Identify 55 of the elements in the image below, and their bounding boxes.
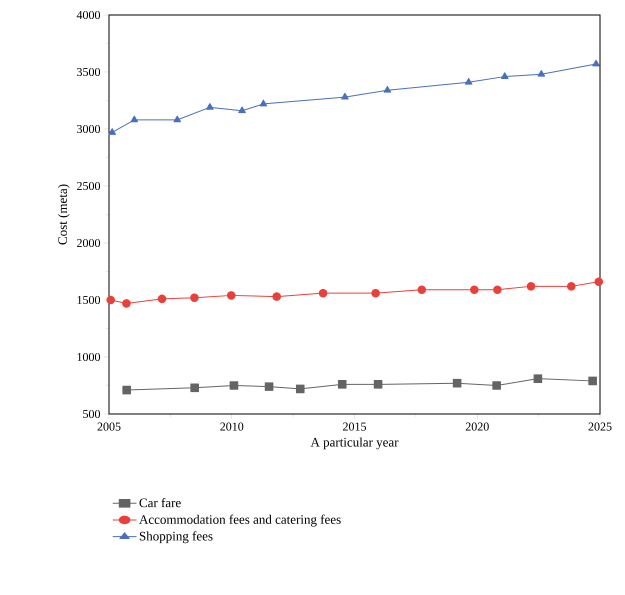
point (470, 285, 479, 294)
y-tick-label: 3500 (77, 68, 100, 76)
legend-label: Car fare (140, 498, 181, 508)
point (464, 78, 472, 85)
point (190, 383, 199, 392)
x-tick-label: 2025 (588, 422, 612, 431)
x-tick-label: 2015 (343, 422, 366, 431)
point (592, 60, 600, 66)
point (238, 106, 246, 114)
point (341, 92, 349, 100)
point (190, 293, 199, 302)
point (206, 103, 214, 110)
point (158, 294, 166, 304)
y-tick-label: 1500 (78, 296, 100, 304)
y-tick-label: 2500 (77, 182, 100, 190)
point (122, 386, 131, 394)
point (264, 382, 274, 391)
point (318, 288, 328, 298)
point (452, 378, 462, 388)
point (500, 72, 509, 79)
y-tick-label: 4000 (76, 10, 100, 20)
point (230, 381, 238, 390)
legend-label: Accommodation fees and catering fees (139, 514, 341, 527)
point (122, 299, 131, 308)
point (538, 70, 546, 77)
point (130, 116, 138, 122)
y-tick-label: 1000 (78, 352, 100, 362)
point (106, 296, 116, 304)
point (374, 380, 382, 389)
x-tick-label: 2005 (98, 422, 121, 431)
point (338, 380, 347, 389)
point (566, 282, 576, 291)
point (384, 86, 392, 93)
point (226, 291, 236, 300)
y-tick-label: 500 (83, 410, 100, 418)
point (526, 282, 536, 291)
x-tick-label: 2020 (466, 422, 489, 431)
x-tick-label: 2010 (220, 422, 244, 431)
point (108, 128, 116, 135)
point (492, 381, 501, 390)
point (173, 116, 182, 122)
legend-label: Shopping fees (140, 531, 213, 544)
point (296, 384, 305, 394)
y-axis-title: Cost (meta) (58, 184, 70, 244)
y-tick-label: 2000 (77, 238, 100, 248)
point (272, 292, 281, 301)
point (594, 277, 604, 286)
point (417, 285, 426, 294)
point (260, 100, 268, 106)
point (493, 285, 502, 294)
x-axis-title: A particular year (310, 437, 398, 450)
y-tick-label: 3000 (77, 124, 100, 134)
point (588, 376, 597, 386)
point (534, 374, 542, 383)
point (371, 288, 380, 298)
